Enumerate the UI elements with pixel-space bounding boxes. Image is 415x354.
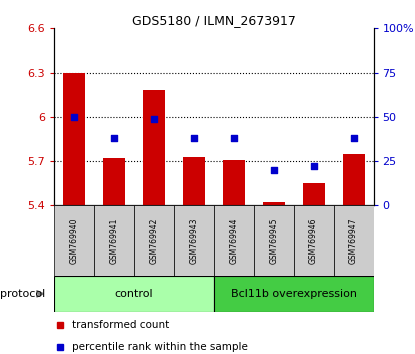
Text: GSM769944: GSM769944 bbox=[229, 217, 238, 264]
Point bbox=[270, 167, 277, 173]
Text: GSM769940: GSM769940 bbox=[69, 217, 78, 264]
Bar bbox=[174, 205, 214, 276]
Bar bbox=[214, 205, 254, 276]
Point bbox=[151, 116, 157, 121]
Text: GSM769941: GSM769941 bbox=[110, 217, 118, 264]
Text: protocol: protocol bbox=[0, 289, 46, 299]
Text: percentile rank within the sample: percentile rank within the sample bbox=[71, 342, 247, 352]
Bar bbox=[103, 158, 125, 205]
Text: transformed count: transformed count bbox=[71, 320, 169, 330]
Text: GSM769942: GSM769942 bbox=[149, 217, 158, 264]
Point bbox=[110, 135, 117, 141]
Bar bbox=[54, 276, 214, 312]
Text: GSM769946: GSM769946 bbox=[309, 217, 318, 264]
Point bbox=[190, 135, 197, 141]
Bar bbox=[342, 154, 364, 205]
Bar bbox=[94, 205, 134, 276]
Bar bbox=[294, 205, 334, 276]
Bar bbox=[63, 73, 85, 205]
Bar bbox=[183, 156, 205, 205]
Point bbox=[310, 164, 317, 169]
Bar bbox=[134, 205, 174, 276]
Text: GSM769947: GSM769947 bbox=[349, 217, 358, 264]
Point bbox=[230, 135, 237, 141]
Point bbox=[71, 114, 77, 120]
Bar bbox=[54, 205, 94, 276]
Bar bbox=[214, 276, 374, 312]
Bar bbox=[334, 205, 374, 276]
Point bbox=[350, 135, 357, 141]
Bar bbox=[143, 90, 165, 205]
Bar bbox=[263, 202, 285, 205]
Text: GSM769945: GSM769945 bbox=[269, 217, 278, 264]
Text: Bcl11b overexpression: Bcl11b overexpression bbox=[231, 289, 356, 299]
Text: GSM769943: GSM769943 bbox=[189, 217, 198, 264]
Text: control: control bbox=[115, 289, 153, 299]
Title: GDS5180 / ILMN_2673917: GDS5180 / ILMN_2673917 bbox=[132, 14, 295, 27]
Bar bbox=[223, 160, 245, 205]
Bar bbox=[254, 205, 294, 276]
Bar bbox=[303, 183, 325, 205]
